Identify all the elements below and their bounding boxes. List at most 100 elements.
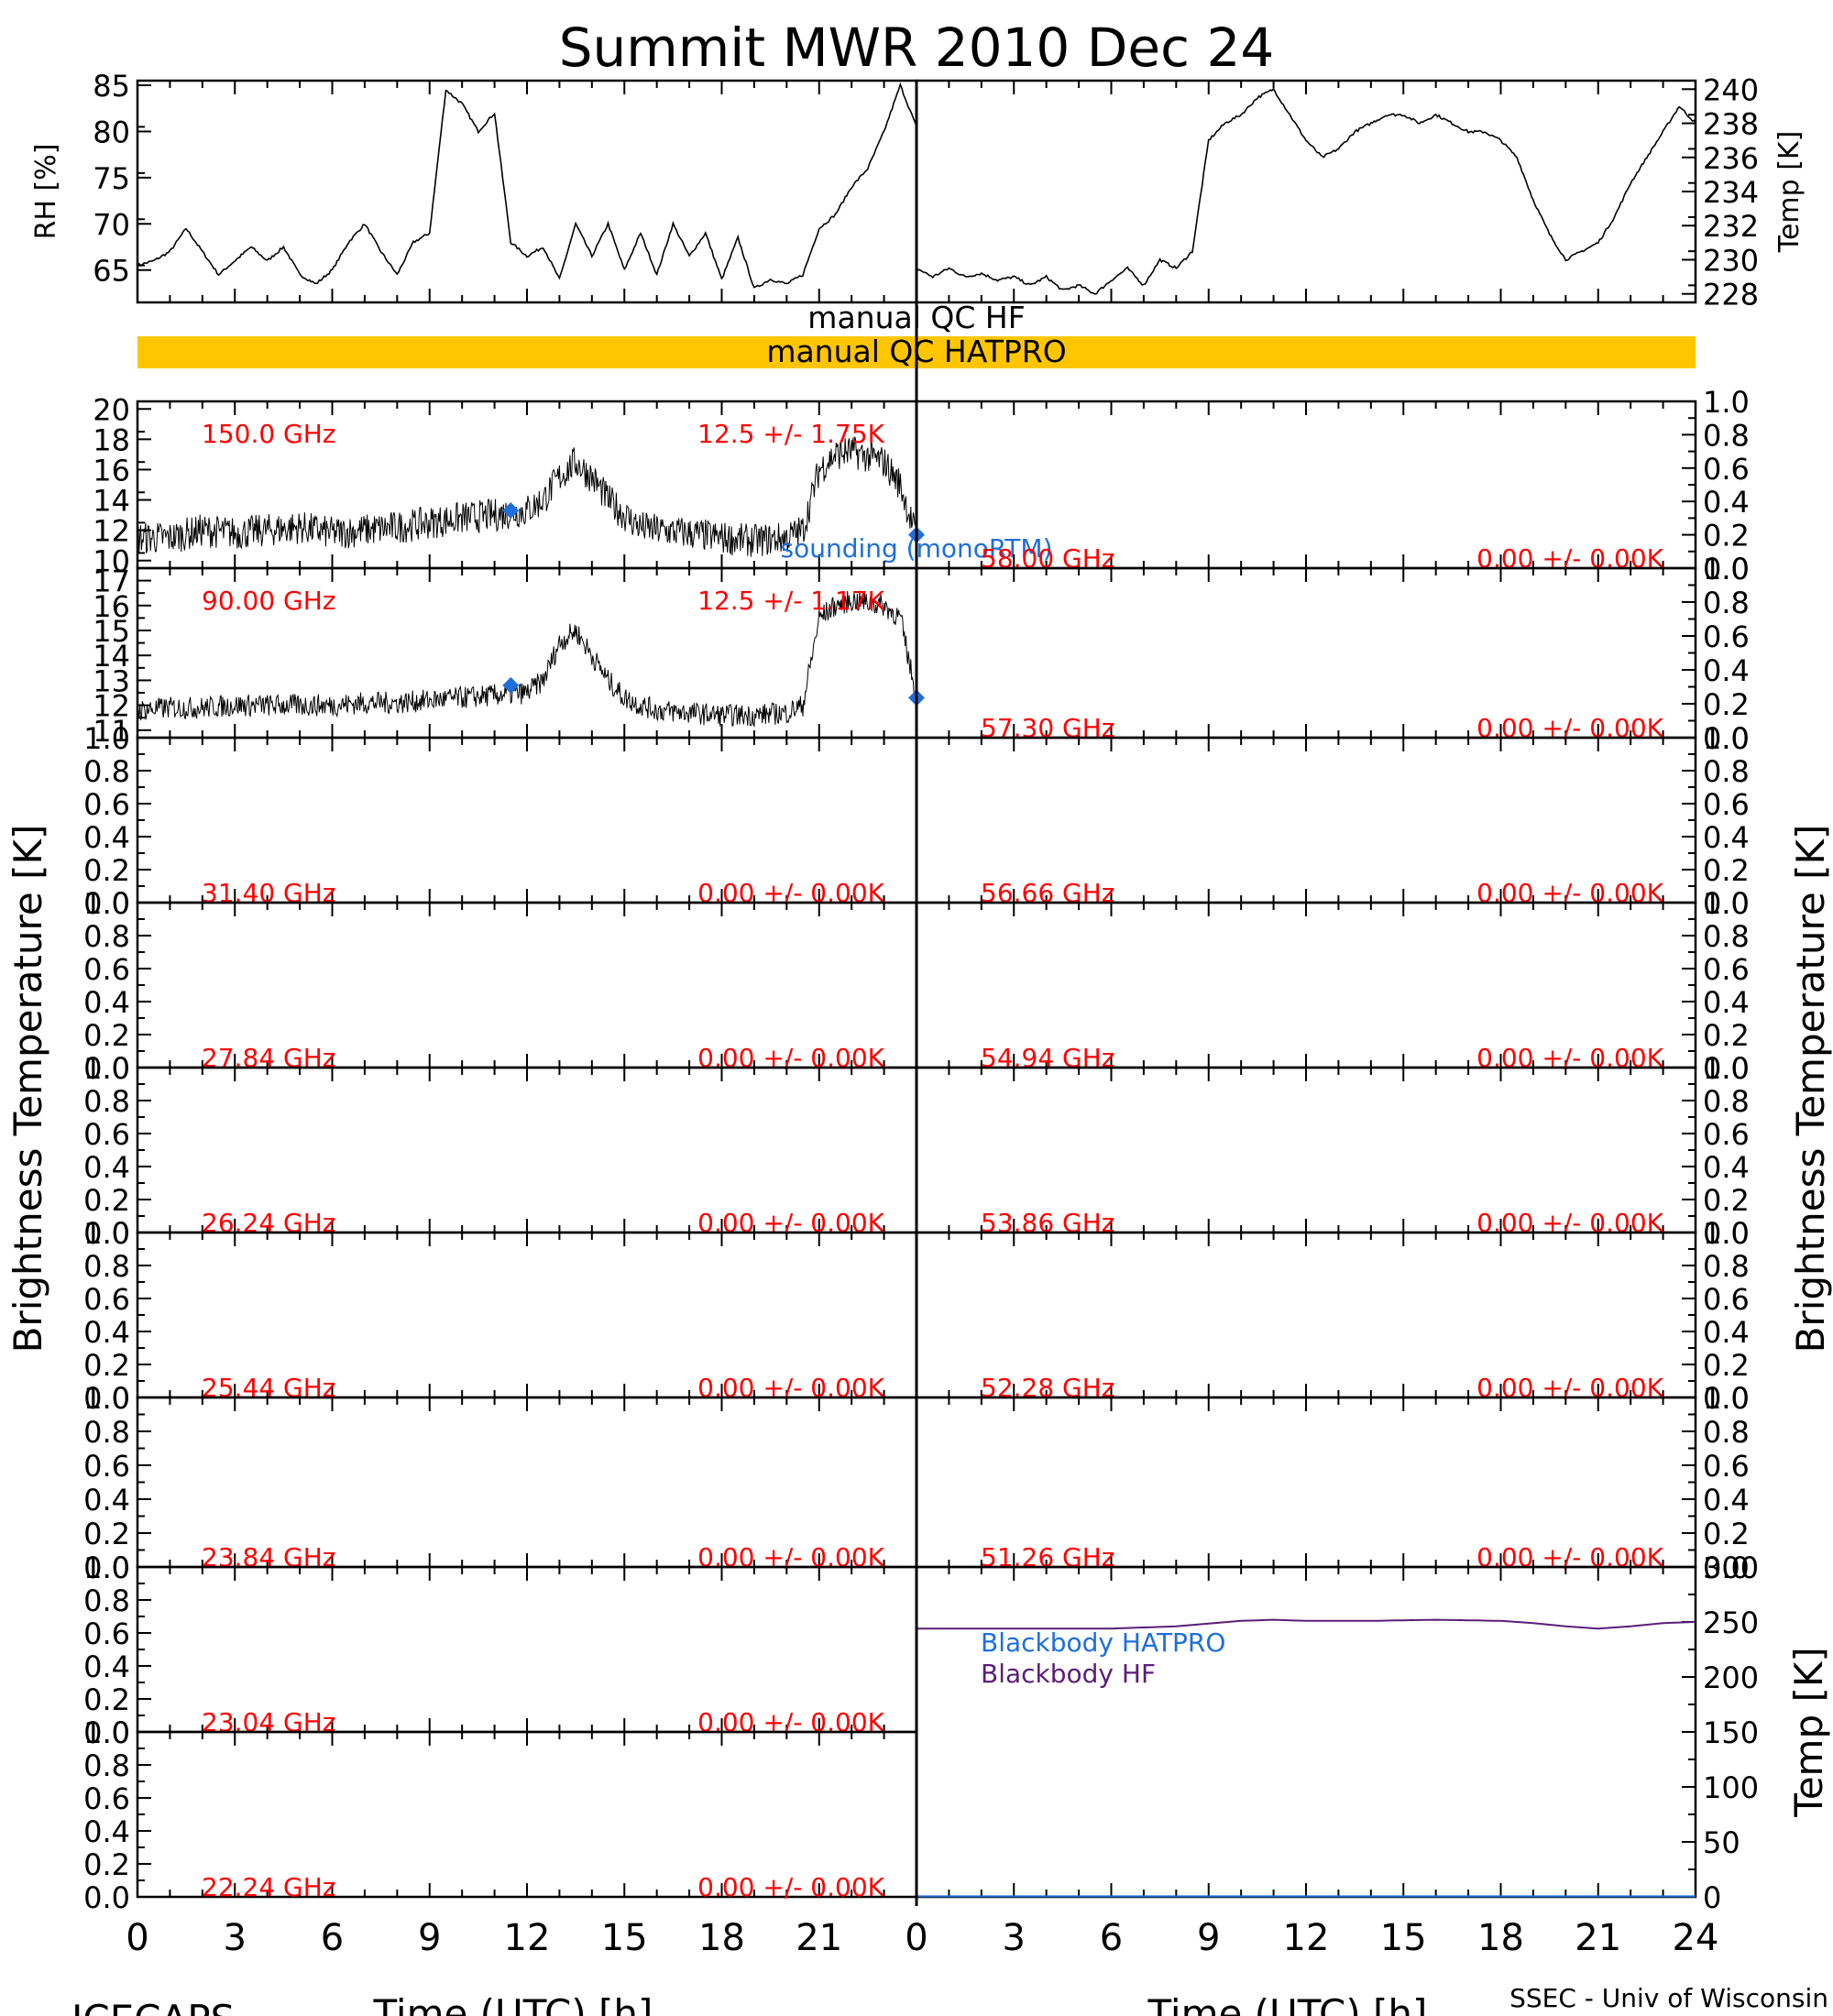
y-tick-label: 70 [93,207,130,242]
x-tick-label: 9 [1197,1917,1220,1959]
y-tick-label: 50 [1703,1825,1740,1860]
panel-bt5730: 0.00.20.40.60.81.057.30 GHz 0.00 +/- 0.00… [915,552,1750,756]
x-tick-label: 6 [1100,1917,1123,1959]
bt-axis-title-right: Brightness Temperature [K] [1788,825,1833,1353]
y-tick-label: 0.8 [1703,586,1750,620]
sounding-marker [502,676,520,694]
y-tick-label: 20 [93,392,130,427]
panel-bt2624: 0.00.20.40.60.81.026.24 GHz 0.00 +/- 0.00… [83,1051,918,1251]
y-tick-label: 0.8 [83,1249,130,1284]
y-tick-label: 1.0 [83,721,130,756]
bt-axis-title-left: Brightness Temperature [K] [5,825,50,1353]
y-axis-title: Temp [K] [1786,1647,1831,1818]
y-tick-label: 0.6 [1703,952,1750,987]
y-tick-label: 0.6 [1703,1449,1750,1484]
x-axis-labels: 0 3 6 9 12 15 18 21 0 3 6 9 12 15 18 21 24 [126,1917,1718,1959]
y-tick-label: 17 [93,564,130,599]
y-tick-label: 1.0 [83,1381,130,1416]
y-tick-label: 0.4 [1703,485,1750,520]
x-tick-label: 12 [504,1917,551,1959]
panel-bt5494: 0.00.20.40.60.81.054.94 GHz 0.00 +/- 0.00… [915,886,1750,1086]
y-axis-title: Temp [K] [1773,131,1806,254]
y-tick-label: 0.0 [83,1216,130,1251]
y-tick-label: 0.0 [83,886,130,921]
y-tick-label: 75 [93,161,130,196]
y-tick-label: 10 [93,544,130,579]
y-tick-label: 1.0 [83,1715,130,1750]
y-tick-label: 0.4 [83,1483,130,1517]
y-tick-label: 11 [93,714,130,749]
data-trace [137,590,917,729]
y-tick-label: 0 [1703,1880,1721,1915]
y-tick-label: 85 [93,69,130,104]
legend-hf: Blackbody HF [981,1659,1156,1689]
y-tick-label: 0.4 [1703,820,1750,855]
y-tick-label: 0.6 [1703,1117,1750,1152]
y-tick-label: 1.0 [83,1216,130,1251]
y-tick-label: 0.8 [83,1415,130,1450]
data-trace [137,436,917,557]
y-tick-label: 1.0 [1703,886,1750,921]
y-tick-label: 1.0 [83,886,130,921]
y-tick-label: 0.4 [83,1150,130,1185]
y-tick-label: 0.0 [83,1880,130,1915]
y-tick-label: 240 [1703,72,1759,107]
y-tick-label: 0.4 [83,1649,130,1684]
y-tick-label: 0.4 [1703,1315,1750,1350]
panel-blackbody: 0 50 100 150 200 250 300 Blackbody HATPROBlackb… [915,1550,1831,1915]
y-tick-label: 0.2 [1703,1018,1750,1053]
channel-label: 90.00 GHz [202,586,336,616]
panel-bt5800: 0.00.20.40.60.81.058.00 GHz 0.00 +/- 0.00… [915,385,1750,586]
y-tick-label: 0.6 [83,1781,130,1816]
y-tick-label: 1.0 [1703,1051,1750,1086]
y-tick-label: 0.2 [83,1348,130,1383]
y-tick-label: 228 [1703,278,1759,312]
y-tick-label: 1.0 [1703,721,1750,756]
y-tick-label: 0.6 [83,952,130,987]
channel-stats: 0.00 +/- 0.00K [697,1872,884,1902]
y-tick-label: 0.0 [1703,1051,1750,1086]
y-tick-label: 0.4 [1703,985,1750,1020]
panel-frame [915,79,1697,304]
footer-right: SSEC - Univ of Wisconsin [1509,1983,1828,2013]
y-tick-label: 0.2 [83,1517,130,1551]
y-tick-label: 0.8 [83,919,130,954]
data-trace [916,87,1696,295]
y-tick-label: 0.0 [83,1715,130,1750]
x-tick-label: 0 [905,1917,927,1959]
y-tick-label: 100 [1703,1770,1759,1805]
panel-bt2304: 0.00.20.40.60.81.023.04 GHz 0.00 +/- 0.00… [83,1550,918,1750]
y-tick-label: 16 [93,453,130,488]
x-tick-label: 15 [601,1917,648,1959]
y-tick-label: 14 [93,484,130,519]
y-tick-label: 0.0 [1703,1381,1750,1416]
y-tick-label: 236 [1703,141,1759,176]
footer-left: ICECAPS [71,1997,235,2016]
y-tick-label: 232 [1703,209,1759,244]
x-axis-title-right: Time (UTC) [h] [1147,1991,1428,2016]
y-tick-label: 0.0 [83,1550,130,1585]
y-tick-label: 0.4 [1703,1483,1750,1517]
y-tick-label: 0.0 [1703,552,1750,586]
x-tick-label: 3 [224,1917,247,1959]
y-tick-label: 0.2 [83,1847,130,1882]
y-tick-label: 0.4 [83,1315,130,1350]
y-tick-label: 0.2 [83,1183,130,1218]
x-tick-label: 18 [698,1917,745,1959]
y-tick-label: 0.6 [1703,452,1750,487]
y-tick-label: 0.6 [1703,1282,1750,1317]
x-tick-label: 21 [1575,1917,1621,1959]
x-tick-label: 3 [1003,1917,1026,1959]
y-tick-label: 230 [1703,243,1759,278]
y-tick-label: 13 [93,663,130,698]
y-tick-label: 65 [93,254,130,289]
y-tick-label: 0.0 [83,1051,130,1086]
y-tick-label: 0.8 [1703,1415,1750,1450]
y-tick-label: 0.6 [83,1449,130,1484]
y-tick-label: 0.4 [1703,1150,1750,1185]
y-tick-label: 0.8 [83,1583,130,1618]
y-tick-label: 0.2 [1703,519,1750,553]
